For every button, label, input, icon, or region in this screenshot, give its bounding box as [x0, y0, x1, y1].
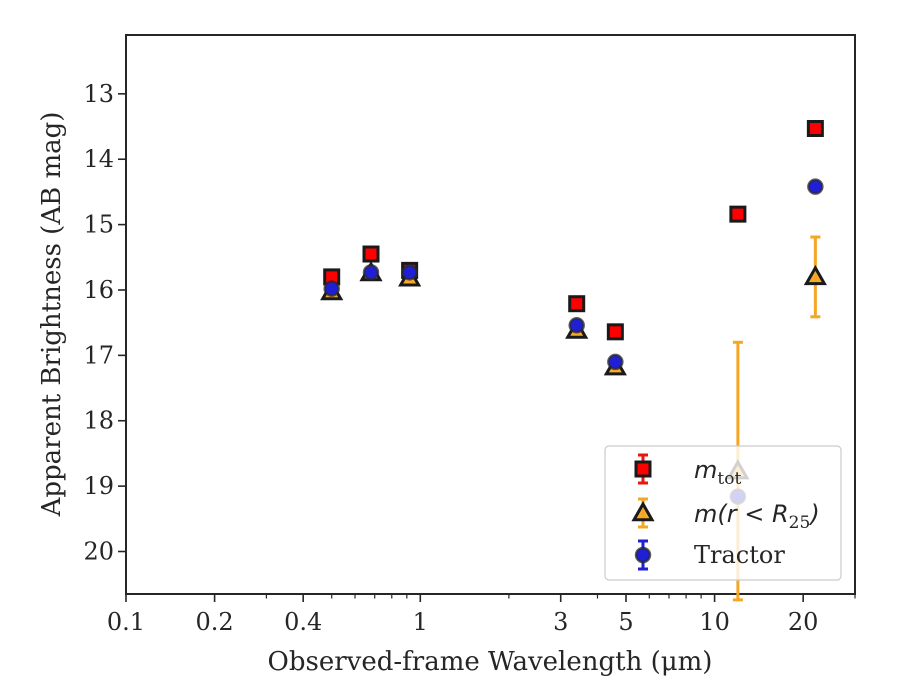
- point-mtot: [606, 323, 624, 341]
- x-tick-label: 20: [788, 608, 819, 636]
- legend-label-tractor: Tractor: [694, 541, 785, 569]
- y-tick-label: 16: [83, 276, 114, 304]
- x-tick-label: 1: [413, 608, 428, 636]
- y-tick-label: 20: [83, 538, 114, 566]
- x-axis-label: Observed-frame Wavelength (μm): [268, 647, 713, 677]
- y-axis-label: Apparent Brightness (AB mag): [37, 112, 67, 518]
- y-tick-label: 17: [83, 341, 114, 369]
- legend-frame: [604, 445, 842, 581]
- point-tractor: [807, 178, 824, 195]
- y-tick-label: 15: [83, 211, 114, 239]
- x-tick-label: 0.4: [284, 608, 322, 636]
- y-tick-label: 18: [83, 407, 114, 435]
- legend-marker-m-r-lt-r25: [631, 500, 655, 522]
- point-tractor: [362, 264, 380, 281]
- point-tractor: [568, 317, 585, 334]
- legend-marker-mtot: [634, 460, 652, 478]
- x-tick-label: 0.1: [107, 608, 145, 636]
- x-tick-label: 5: [618, 608, 633, 636]
- point-tractor: [607, 353, 624, 371]
- x-axis-ticks: 0.1 0.2 0.4 1 3 5 10 20: [107, 594, 856, 636]
- x-tick-label: 10: [699, 608, 730, 636]
- legend-label-mtot: mtot: [694, 456, 741, 489]
- legend-label-m-r-lt-r25: m(r < R25): [694, 500, 820, 533]
- point-mtot: [362, 245, 380, 263]
- x-tick-label: 0.2: [196, 608, 234, 636]
- legend-marker-tractor: [634, 546, 652, 564]
- y-tick-label: 19: [83, 472, 114, 500]
- point-tractor: [323, 280, 340, 297]
- legend-markers: [631, 453, 655, 571]
- point-mtot: [806, 119, 824, 137]
- plot-area-frame: [125, 34, 856, 595]
- y-tick-label: 14: [83, 145, 114, 173]
- x-tick-label: 3: [553, 608, 568, 636]
- point-m-r-lt-r25: [803, 264, 827, 286]
- point-mtot: [729, 205, 747, 223]
- y-axis-ticks: 13 14 15 16 17 18 19 20: [83, 80, 126, 566]
- y-tick-label: 13: [83, 80, 114, 108]
- point-tractor: [401, 264, 418, 281]
- legend: mtot m(r < R25) Tractor: [604, 445, 842, 581]
- point-mtot: [568, 295, 586, 313]
